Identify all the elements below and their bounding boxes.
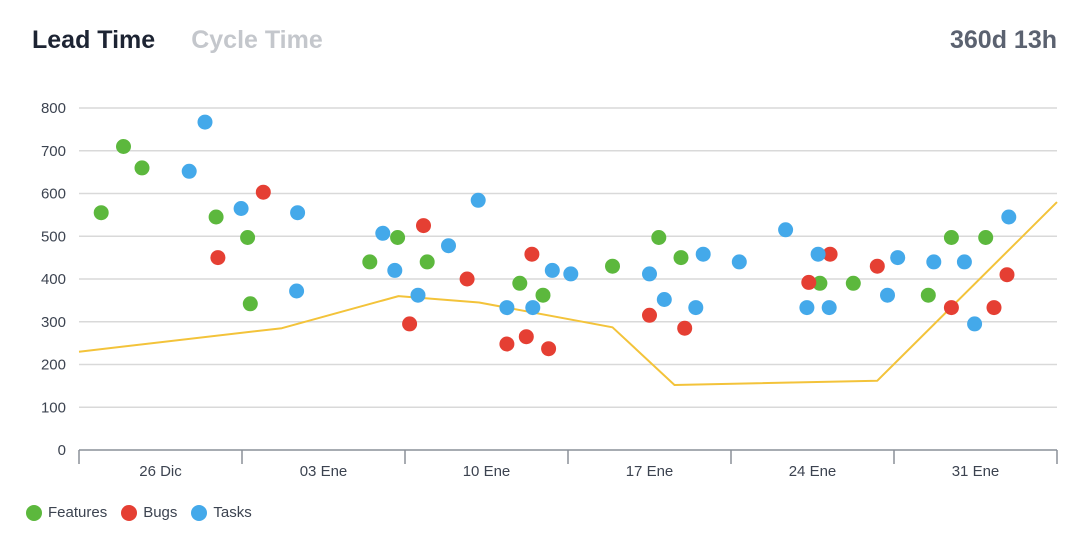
bugs-point	[822, 246, 838, 262]
features-point	[93, 205, 109, 221]
x-tick-label: 24 Ene	[789, 463, 837, 480]
features-point	[920, 287, 936, 303]
legend-features-swatch	[26, 504, 42, 521]
features-point	[116, 139, 131, 154]
tasks-point	[642, 266, 657, 282]
tasks-point	[181, 163, 197, 179]
features-point	[605, 258, 620, 274]
y-tick-label: 700	[41, 143, 66, 160]
features-point	[240, 230, 256, 245]
bugs-point	[677, 320, 693, 336]
x-tick-label: 26 Dic	[139, 463, 182, 480]
tasks-point	[544, 262, 560, 278]
features-point	[673, 250, 689, 266]
features-point	[419, 254, 435, 270]
y-tick-label: 300	[41, 314, 66, 331]
bugs-point	[524, 246, 540, 262]
legend-bugs-label: Bugs	[143, 504, 178, 521]
bugs-point	[943, 300, 959, 316]
y-tick-label: 500	[41, 228, 66, 245]
legend-features-label: Features	[48, 504, 108, 521]
tasks-point	[290, 205, 306, 221]
bugs-point	[869, 258, 885, 274]
bugs-point	[541, 341, 557, 357]
y-tick-label: 100	[41, 399, 66, 416]
features-point	[242, 296, 258, 312]
features-point	[512, 275, 528, 291]
bugs-point	[459, 271, 475, 287]
bugs-point	[999, 267, 1015, 283]
legend-item-features[interactable]: Features	[26, 504, 107, 521]
total-time-value: 360d 13h	[949, 26, 1057, 54]
chart-legend: Features Bugs Tasks	[26, 504, 252, 521]
bugs-point	[642, 307, 657, 323]
tasks-point	[233, 201, 249, 216]
tasks-point	[441, 238, 456, 254]
bugs-point	[801, 274, 817, 290]
tasks-point	[731, 254, 747, 270]
bugs-point	[518, 329, 534, 345]
y-tick-label: 600	[41, 186, 66, 203]
legend-bugs-swatch	[121, 504, 138, 521]
legend-tasks-swatch	[191, 504, 208, 521]
tasks-point	[656, 292, 672, 307]
metric-tabs: Lead Time Cycle Time	[32, 26, 323, 55]
tasks-point	[926, 254, 942, 270]
bugs-point	[986, 300, 1002, 316]
features-point	[362, 254, 378, 270]
features-point	[208, 209, 224, 225]
tasks-point	[289, 283, 305, 299]
features-point	[535, 287, 551, 303]
tasks-point	[197, 114, 213, 130]
tasks-point	[810, 246, 826, 262]
tasks-point	[967, 316, 983, 332]
x-tick-label: 03 Ene	[300, 463, 348, 480]
tasks-point	[375, 225, 391, 241]
trend-line	[78, 201, 1058, 386]
bugs-point	[255, 184, 271, 200]
features-point	[978, 230, 994, 245]
bugs-point	[499, 336, 515, 352]
x-tick-label: 10 Ene	[463, 463, 511, 480]
features-point	[390, 230, 406, 245]
tasks-point	[778, 222, 794, 238]
x-tick-label: 17 Ene	[626, 463, 674, 480]
legend-item-bugs[interactable]: Bugs	[121, 504, 177, 521]
tasks-point	[695, 246, 711, 262]
x-tick-label: 31 Ene	[952, 463, 1000, 480]
features-point	[943, 230, 959, 245]
tasks-point	[387, 262, 403, 278]
tab-cycle-time[interactable]: Cycle Time	[191, 26, 323, 54]
tasks-point	[525, 300, 541, 316]
y-tick-label: 200	[41, 357, 66, 374]
legend-item-tasks[interactable]: Tasks	[191, 504, 252, 521]
tasks-point	[563, 266, 579, 282]
legend-tasks-label: Tasks	[213, 504, 252, 521]
tasks-point	[410, 287, 426, 303]
bugs-point	[402, 316, 418, 332]
bugs-point	[210, 250, 226, 266]
features-point	[134, 160, 150, 176]
tasks-point	[956, 254, 972, 270]
y-tick-label: 0	[58, 442, 66, 459]
tasks-point	[799, 300, 815, 316]
tasks-point	[890, 250, 906, 266]
tasks-point	[499, 300, 515, 316]
features-point	[845, 275, 861, 291]
features-point	[651, 230, 667, 245]
y-tick-label: 800	[41, 100, 66, 117]
tab-lead-time[interactable]: Lead Time	[32, 26, 156, 54]
features-point	[812, 275, 828, 291]
tasks-point	[688, 300, 704, 316]
tasks-point	[880, 287, 895, 303]
tasks-point	[821, 300, 837, 316]
tasks-point	[470, 192, 486, 208]
bugs-point	[416, 218, 431, 234]
tasks-point	[1001, 209, 1017, 225]
y-tick-label: 400	[41, 271, 66, 288]
